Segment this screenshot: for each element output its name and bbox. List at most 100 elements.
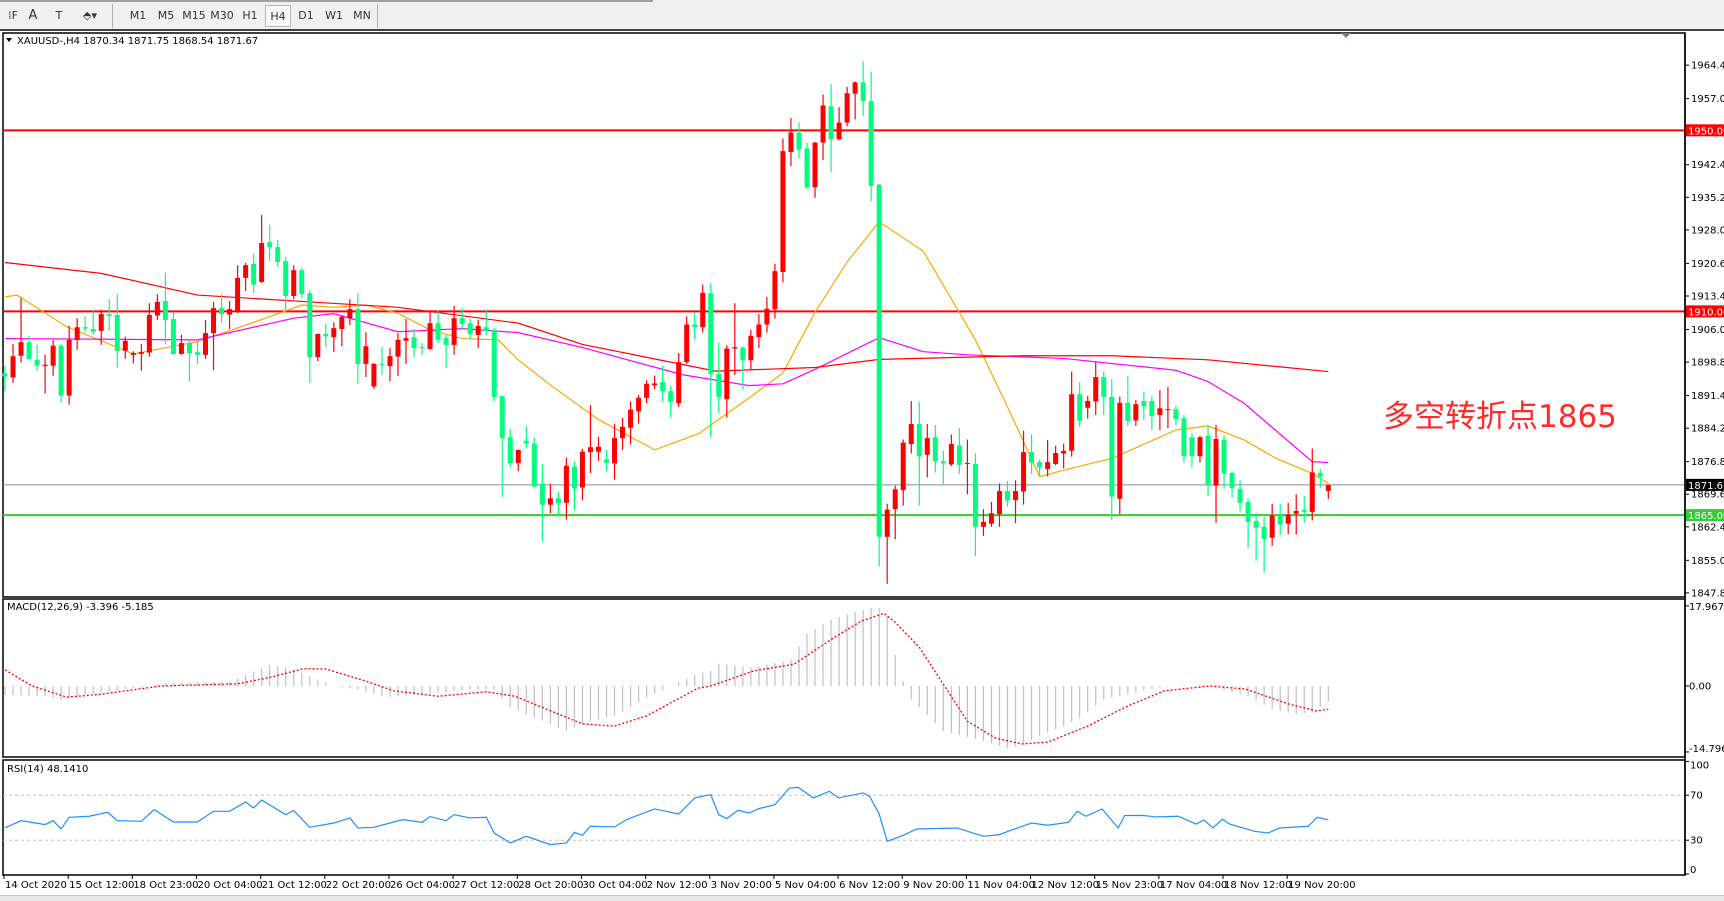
candle xyxy=(1245,498,1251,548)
candle-body xyxy=(515,449,521,464)
candle xyxy=(652,375,658,390)
candle xyxy=(988,501,994,527)
candle-body xyxy=(66,339,72,396)
candle xyxy=(884,503,890,584)
hline-price-label: 1910.00 xyxy=(1688,307,1724,318)
candle xyxy=(1173,405,1179,425)
candle xyxy=(1101,371,1107,416)
candle-body xyxy=(291,270,297,296)
candle xyxy=(724,345,730,418)
candle-body xyxy=(980,521,986,527)
candle-body xyxy=(427,323,433,349)
candle xyxy=(323,324,329,348)
timeframe-h4-button[interactable]: H4 xyxy=(265,5,291,27)
candle xyxy=(796,122,802,159)
candle xyxy=(515,449,521,472)
macd-tick-label: -14.796 xyxy=(1689,744,1724,755)
candle-body xyxy=(499,396,505,439)
candle xyxy=(483,309,489,335)
arrows-tool-icon[interactable]: ⬘▾ xyxy=(83,9,97,22)
hline-price-label-bg xyxy=(1686,124,1724,137)
text-label-tool-icon[interactable]: T xyxy=(55,9,63,22)
candle-body xyxy=(251,263,257,285)
candle-body xyxy=(411,337,417,349)
period-separator-tool-icon[interactable]: ⁞F xyxy=(8,9,18,22)
macd-pane[interactable] xyxy=(2,598,1686,758)
timeframe-m1-button[interactable]: M1 xyxy=(129,9,147,22)
candle xyxy=(419,343,425,355)
candle-body xyxy=(1173,409,1179,420)
candle-body xyxy=(820,105,826,143)
candle-body xyxy=(98,314,104,331)
candle xyxy=(1141,391,1147,421)
candle-body xyxy=(531,443,537,487)
timeframe-m15-button[interactable]: M15 xyxy=(182,9,206,22)
candle xyxy=(10,343,16,383)
candle xyxy=(740,346,746,390)
candle xyxy=(355,293,361,384)
collapse-triangle-icon[interactable] xyxy=(6,38,12,42)
candle xyxy=(748,329,754,370)
timeframe-d1-button[interactable]: D1 xyxy=(298,9,314,22)
candle-body xyxy=(507,437,513,464)
candle-body xyxy=(644,383,650,398)
candle-body xyxy=(1309,472,1315,512)
candle-body xyxy=(211,308,217,334)
candle-body xyxy=(435,323,441,340)
candle xyxy=(1277,503,1283,535)
candle-body xyxy=(1205,435,1211,486)
candle-body xyxy=(539,483,545,505)
candle xyxy=(587,405,593,473)
text-tool-icon[interactable]: A xyxy=(28,8,38,23)
candle-body xyxy=(612,438,618,464)
y-tick-label: 1884.20 xyxy=(1691,424,1724,435)
timeframe-m30-button[interactable]: M30 xyxy=(210,9,234,22)
candle-body xyxy=(796,132,802,150)
candle xyxy=(804,142,810,189)
candle xyxy=(1293,494,1299,535)
candle-body xyxy=(1181,418,1187,457)
candle xyxy=(876,183,882,567)
axes: 1964.40 1957.00 1942.40 1935.20 1928.00 1920.… xyxy=(3,33,1724,891)
candle xyxy=(178,334,184,355)
candle-body xyxy=(1029,452,1035,463)
candle-body xyxy=(451,318,457,345)
candle xyxy=(700,284,706,333)
candle xyxy=(716,342,722,414)
candle xyxy=(499,396,505,497)
candle-body xyxy=(924,438,930,455)
candle-body xyxy=(355,309,361,364)
candle-body xyxy=(884,509,890,537)
candle xyxy=(636,395,642,424)
candle xyxy=(459,308,465,330)
candle-body xyxy=(18,342,24,356)
candle-body xyxy=(836,122,842,140)
candle-body xyxy=(34,359,40,366)
candle xyxy=(275,239,281,268)
timeframe-h1-button[interactable]: H1 xyxy=(242,9,258,22)
timeframe-m5-button[interactable]: M5 xyxy=(157,9,175,22)
candle xyxy=(162,272,168,345)
timeframe-mn-button[interactable]: MN xyxy=(353,9,371,22)
candle-body xyxy=(1189,437,1195,457)
candle xyxy=(892,485,898,540)
candle xyxy=(1085,396,1091,419)
candle-body xyxy=(138,352,144,354)
candle-body xyxy=(1157,408,1163,416)
y-tick-label: 1847.80 xyxy=(1691,588,1724,599)
candle-body xyxy=(106,314,112,316)
rsi-pane[interactable] xyxy=(2,759,1686,876)
candle xyxy=(1037,459,1043,477)
candle-body xyxy=(283,261,289,296)
hline-price-label: 1865.00 xyxy=(1688,511,1724,522)
timeframe-w1-button[interactable]: W1 xyxy=(325,9,343,22)
candle-body xyxy=(780,151,786,272)
candle-body xyxy=(1229,472,1235,488)
candle xyxy=(780,138,786,283)
candle xyxy=(900,439,906,506)
x-tick-label: 14 Oct 2020 xyxy=(5,880,67,891)
candle xyxy=(387,348,393,382)
price-pane[interactable] xyxy=(2,32,1686,598)
chart-shift-marker-icon[interactable] xyxy=(1341,33,1351,38)
